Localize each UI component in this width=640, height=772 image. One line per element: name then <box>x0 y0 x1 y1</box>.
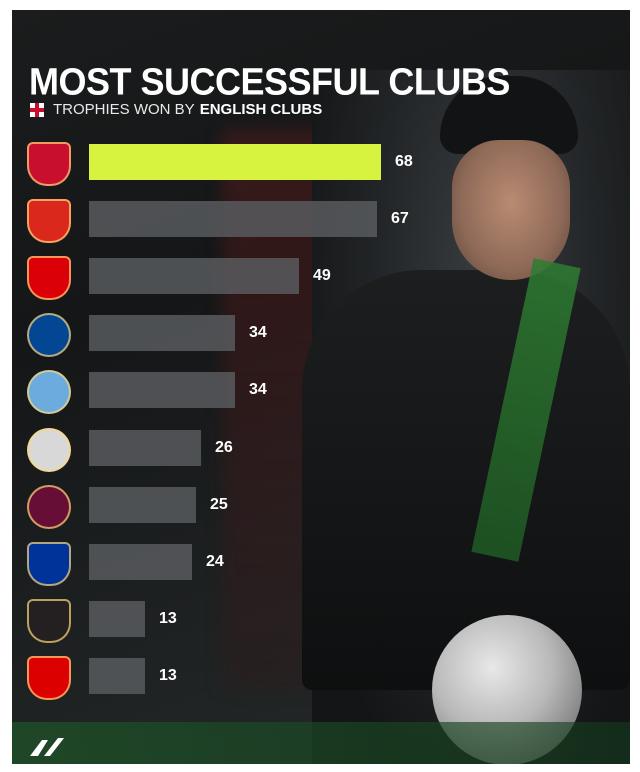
bar-chart: 68 67 49 34 34 26 25 24 13 13 <box>12 10 630 764</box>
background-pitch-strip <box>12 722 630 764</box>
value-label: 68 <box>395 153 413 170</box>
brand-logo-icon <box>30 738 64 756</box>
value-label: 25 <box>210 496 228 513</box>
chart-title: MOST SUCCESSFUL CLUBS <box>29 60 510 104</box>
bar-arsenal <box>89 258 299 294</box>
bar-everton <box>89 544 192 580</box>
value-label: 67 <box>391 210 409 227</box>
bar-tottenham-hotspur <box>89 430 201 466</box>
value-label: 24 <box>206 553 224 570</box>
liverpool-crest-icon <box>27 142 71 186</box>
background-face-shape <box>452 140 570 280</box>
bar-chelsea <box>89 315 235 351</box>
value-label: 26 <box>215 439 233 456</box>
bar-nottingham-forest <box>89 658 145 694</box>
newcastle-crest-icon <box>27 599 71 643</box>
bar-manchester-city <box>89 372 235 408</box>
chart-subtitle: TROPHIES WON BY ENGLISH CLUBS <box>30 101 322 118</box>
value-label: 34 <box>249 381 267 398</box>
value-label: 13 <box>159 667 177 684</box>
arsenal-crest-icon <box>27 256 71 300</box>
bar-liverpool <box>89 144 381 180</box>
value-label: 49 <box>313 267 331 284</box>
everton-crest-icon <box>27 542 71 586</box>
subtitle-bold: ENGLISH CLUBS <box>199 101 323 118</box>
tottenham-crest-icon <box>27 428 71 472</box>
manchester-city-crest-icon <box>27 370 71 414</box>
bar-aston-villa <box>89 487 196 523</box>
aston-villa-crest-icon <box>27 485 71 529</box>
value-label: 34 <box>249 324 267 341</box>
england-flag-icon <box>30 102 44 117</box>
background-jacket-shape <box>302 270 630 690</box>
bar-newcastle-united <box>89 601 145 637</box>
value-label: 13 <box>159 610 177 627</box>
subtitle-prefix: TROPHIES WON BY <box>53 101 195 118</box>
manchester-united-crest-icon <box>27 199 71 243</box>
chelsea-crest-icon <box>27 313 71 357</box>
nottingham-forest-crest-icon <box>27 656 71 700</box>
infographic-card: MOST SUCCESSFUL CLUBS TROPHIES WON BY EN… <box>12 10 630 764</box>
bar-manchester-united <box>89 201 377 237</box>
